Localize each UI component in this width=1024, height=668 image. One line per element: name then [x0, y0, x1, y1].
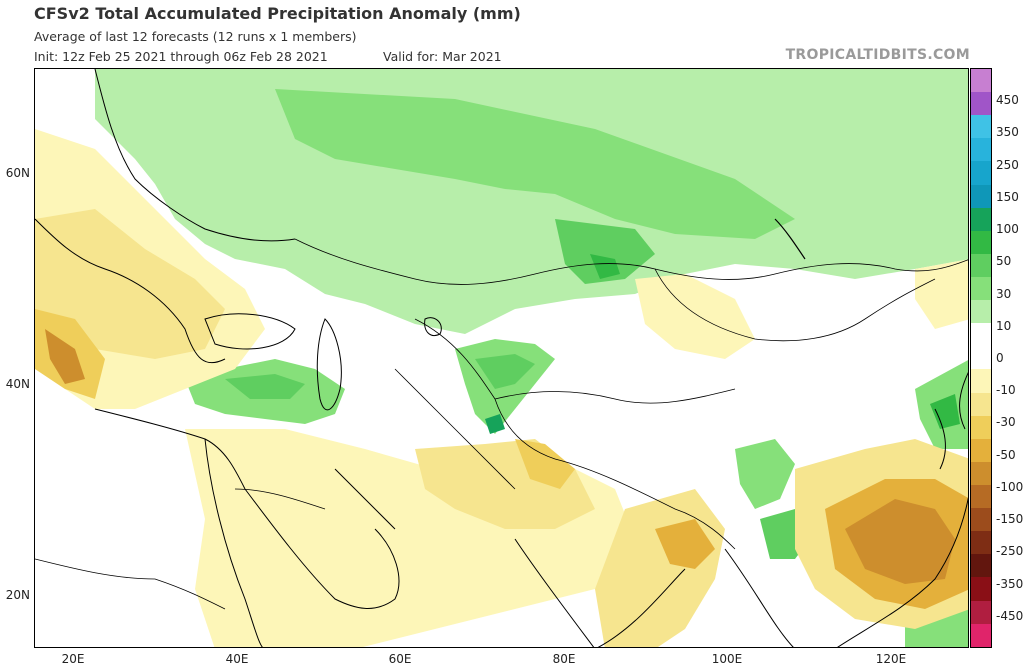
colorbar-label: -150	[996, 512, 1024, 526]
precipitation-anomaly-map	[34, 68, 969, 648]
colorbar-label: -350	[996, 577, 1024, 591]
anomaly-fill	[35, 69, 968, 647]
colorbar-label: -100	[996, 480, 1024, 494]
colorbar-swatch	[971, 323, 991, 347]
colorbar-swatch	[971, 346, 991, 370]
lon-label-100e: 100E	[711, 652, 743, 666]
colorbar-label: 150	[996, 190, 1019, 204]
colorbar-label: -30	[996, 415, 1016, 429]
lat-label-20n: 20N	[5, 588, 30, 602]
colorbar-label: 350	[996, 125, 1019, 139]
colorbar-label: 250	[996, 158, 1019, 172]
colorbar-swatch	[971, 253, 991, 277]
colorbar-swatch	[971, 184, 991, 208]
colorbar-label: 100	[996, 222, 1019, 236]
colorbar-swatch	[971, 461, 991, 485]
brand-watermark: TROPICALTIDBITS.COM	[785, 47, 970, 63]
colorbar-label: 10	[996, 319, 1012, 333]
colorbar	[970, 68, 992, 648]
colorbar-swatch	[971, 92, 991, 116]
lat-label-60n: 60N	[5, 166, 30, 180]
colorbar-swatch	[971, 438, 991, 462]
colorbar-label: 0	[996, 351, 1004, 365]
colorbar-swatch	[971, 69, 991, 93]
chart-subtitle: Average of last 12 forecasts (12 runs x …	[34, 29, 357, 44]
colorbar-label: -250	[996, 544, 1024, 558]
colorbar-swatch	[971, 484, 991, 509]
colorbar-swatch	[971, 623, 991, 647]
colorbar-label: 450	[996, 93, 1019, 107]
colorbar-label: 50	[996, 254, 1012, 268]
colorbar-label: 30	[996, 287, 1012, 301]
colorbar-swatch	[971, 115, 991, 139]
colorbar-swatch	[971, 392, 991, 416]
colorbar-label: -450	[996, 609, 1024, 623]
colorbar-swatch	[971, 531, 991, 555]
colorbar-swatch	[971, 300, 991, 324]
valid-time-label: Valid for: Mar 2021	[383, 49, 502, 64]
colorbar-swatch	[971, 161, 991, 185]
map-canvas	[35, 69, 968, 647]
lon-label-20e: 20E	[61, 652, 85, 666]
chart-title: CFSv2 Total Accumulated Precipitation An…	[34, 4, 521, 23]
colorbar-swatch	[971, 508, 991, 532]
colorbar-swatch	[971, 600, 991, 624]
colorbar-label: -10	[996, 383, 1016, 397]
colorbar-swatch	[971, 138, 991, 162]
colorbar-swatch	[971, 554, 991, 578]
colorbar-swatch	[971, 207, 991, 231]
coastlines-and-borders	[35, 69, 968, 647]
colorbar-swatch	[971, 369, 991, 393]
lon-label-40e: 40E	[225, 652, 249, 666]
lon-label-60e: 60E	[388, 652, 412, 666]
colorbar-label: -50	[996, 448, 1016, 462]
init-time-label: Init: 12z Feb 25 2021 through 06z Feb 28…	[34, 49, 328, 64]
lon-label-80e: 80E	[552, 652, 576, 666]
colorbar-swatch	[971, 577, 991, 601]
lat-label-40n: 40N	[5, 377, 30, 391]
colorbar-swatch	[971, 230, 991, 254]
colorbar-swatch	[971, 276, 991, 301]
colorbar-swatch	[971, 415, 991, 439]
lon-label-120e: 120E	[875, 652, 907, 666]
